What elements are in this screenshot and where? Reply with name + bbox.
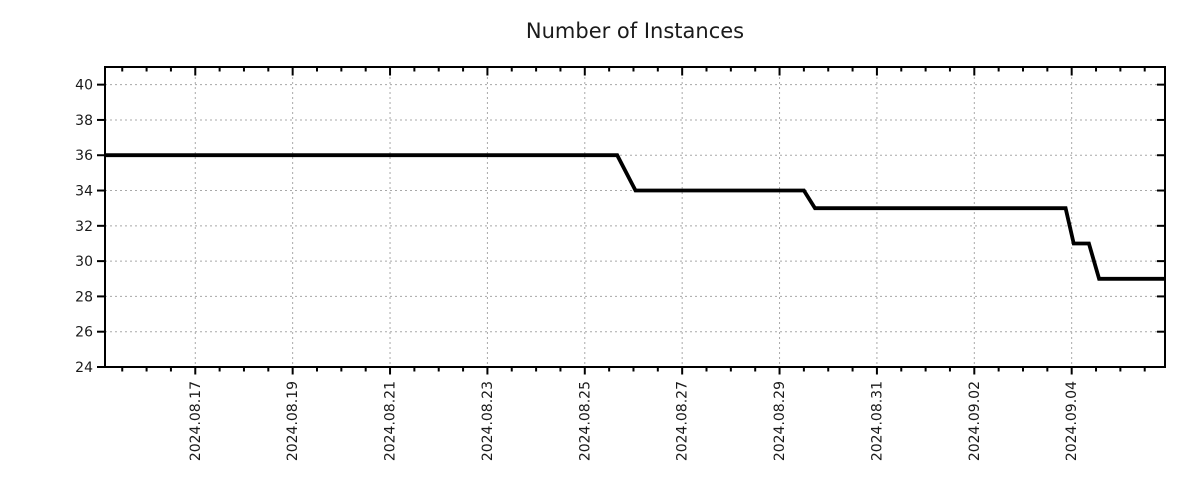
grid-layer	[105, 67, 1165, 367]
y-tick-label: 32	[75, 219, 93, 235]
y-tick-label: 26	[75, 325, 93, 341]
x-tick-label: 2024.08.21	[383, 381, 399, 461]
plot-border	[104, 66, 1166, 368]
x-tick-label: 2024.08.31	[869, 381, 885, 461]
chart-title: Number of Instances	[526, 19, 744, 43]
x-tick-label: 2024.09.02	[967, 381, 983, 461]
x-tick-label: 2024.08.19	[285, 381, 301, 461]
x-tick-label: 2024.08.29	[772, 381, 788, 461]
series-line-instances	[105, 153, 1165, 281]
x-tick-label: 2024.08.23	[480, 381, 496, 461]
y-tick-label: 30	[75, 254, 93, 270]
x-tick-label: 2024.08.25	[577, 381, 593, 461]
tick-label-layer: 24 26 28 30 32 34 36 38 40 2024.08.17 2024.08.19 20…	[75, 78, 1080, 462]
y-tick-label: 36	[75, 148, 93, 164]
x-tick-label: 2024.08.17	[188, 381, 204, 461]
y-tick-label: 24	[75, 360, 93, 376]
x-tick-label: 2024.09.04	[1064, 381, 1080, 461]
x-tick-label: 2024.08.27	[675, 381, 691, 461]
y-tick-label: 38	[75, 113, 93, 129]
y-tick-label: 34	[75, 184, 93, 200]
y-tick-label: 28	[75, 289, 93, 305]
y-tick-label: 40	[75, 78, 93, 94]
series-layer	[105, 153, 1165, 281]
axis-layer	[97, 66, 1166, 375]
